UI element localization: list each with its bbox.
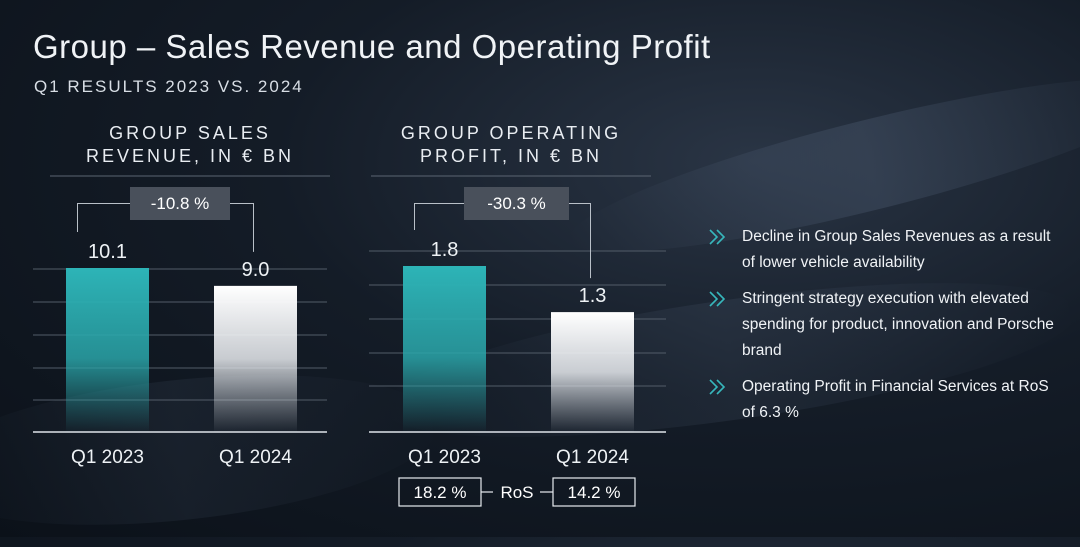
bar-value-label: 1.3	[579, 285, 607, 307]
delta-label: -30.3 %	[487, 194, 546, 213]
bar-q1-2023	[403, 266, 486, 432]
bullet-item: Decline in Group Sales Revenues as a res…	[708, 224, 1058, 276]
category-label: Q1 2023	[71, 447, 144, 468]
bullet-item: Stringent strategy execution with elevat…	[708, 286, 1058, 364]
category-label: Q1 2024	[219, 447, 292, 468]
category-label: Q1 2023	[408, 447, 481, 468]
bullet-text: Operating Profit in Financial Services a…	[742, 378, 1049, 421]
page-title: Group – Sales Revenue and Operating Prof…	[33, 28, 711, 65]
delta-box	[464, 187, 569, 220]
bullet-item: Operating Profit in Financial Services a…	[708, 374, 1058, 426]
chart-title-line: GROUP SALES	[109, 123, 271, 143]
chart-title-line: PROFIT, IN € BN	[420, 146, 602, 166]
bar-value-label: 9.0	[242, 259, 270, 281]
ros-label: RoS	[500, 483, 533, 502]
chart-title-line: GROUP OPERATING	[401, 123, 621, 143]
ros-value: 14.2 %	[568, 483, 621, 502]
bullet-text: Decline in Group Sales Revenues as a res…	[742, 228, 1051, 271]
double-chevron-icon	[709, 379, 726, 395]
bar-q1-2023	[66, 268, 149, 432]
bar-value-label: 10.1	[88, 241, 127, 263]
double-chevron-icon	[709, 291, 726, 307]
delta-connector-right	[569, 203, 591, 279]
double-chevron-icon	[709, 229, 726, 245]
page-subtitle: Q1 RESULTS 2023 VS. 2024	[34, 77, 304, 96]
bar-q1-2024	[551, 312, 634, 432]
bullet-list: Decline in Group Sales Revenues as a res…	[708, 224, 1058, 436]
delta-connector-right	[230, 203, 254, 252]
category-label: Q1 2024	[556, 447, 629, 468]
delta-box	[130, 187, 230, 220]
bullet-text: Stringent strategy execution with elevat…	[742, 290, 1054, 359]
bar-value-label: 1.8	[431, 239, 459, 261]
bar-q1-2024	[214, 285, 297, 432]
chart-title-line: REVENUE, IN € BN	[86, 146, 294, 166]
delta-connector-left	[414, 203, 464, 230]
delta-label: -10.8 %	[151, 194, 210, 213]
delta-connector-left	[77, 203, 130, 232]
ros-value: 18.2 %	[414, 483, 467, 502]
